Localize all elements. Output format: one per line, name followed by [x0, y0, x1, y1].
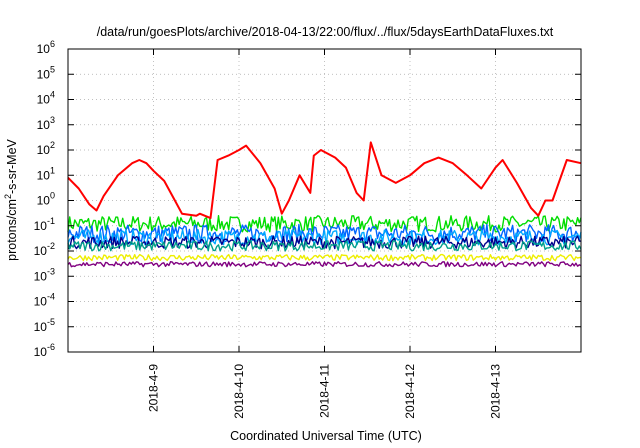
y-tick-base: 10 [37, 67, 51, 81]
series-line-7 [67, 253, 582, 262]
y-tick-label: 101 [37, 165, 55, 182]
y-tick-exp: -5 [47, 317, 55, 327]
x-tick-label: 2018-4-11 [318, 364, 332, 418]
y-tick-base: 10 [34, 219, 48, 233]
y-tick-exp: 5 [50, 64, 55, 74]
series-group [67, 141, 582, 268]
y-axis-label-sup: 2 [3, 194, 13, 199]
x-axis-label: Coordinated Universal Time (UTC) [230, 429, 422, 443]
y-tick-label: 10-3 [34, 266, 55, 283]
y-tick-label: 10-6 [34, 342, 55, 359]
y-tick-base: 10 [37, 194, 51, 208]
y-tick-exp: 3 [50, 115, 55, 125]
y-tick-base: 10 [37, 118, 51, 132]
y-axis-label-suffix: -s-sr-MeV [5, 138, 19, 194]
y-tick-exp: 4 [50, 90, 55, 100]
chart-title: /data/run/goesPlots/archive/2018-04-13/2… [97, 25, 554, 39]
y-tick-label: 10-2 [34, 241, 55, 258]
y-tick-base: 10 [34, 269, 48, 283]
y-tick-label: 100 [37, 191, 55, 208]
x-tick-label: 2018-4-10 [232, 364, 246, 419]
y-tick-label: 102 [37, 140, 55, 157]
x-tick-label: 2018-4-12 [403, 364, 417, 419]
x-tick-label: 2018-4-9 [147, 364, 161, 412]
y-tick-label: 105 [37, 64, 55, 81]
y-tick-exp: -2 [47, 241, 55, 251]
y-tick-exp: 2 [50, 140, 55, 150]
y-tick-exp: -6 [47, 342, 55, 352]
y-tick-label: 10-4 [34, 292, 55, 309]
y-tick-label: 103 [37, 115, 55, 132]
y-tick-base: 10 [37, 168, 51, 182]
series-line-3 [67, 223, 582, 243]
series-line-5 [67, 235, 582, 250]
y-tick-exp: 0 [50, 191, 55, 201]
y-tick-label: 106 [37, 39, 55, 56]
y-tick-label: 104 [37, 90, 55, 107]
series-line-1 [67, 141, 582, 220]
y-tick-base: 10 [34, 244, 48, 258]
y-tick-exp: 1 [50, 165, 55, 175]
y-tick-base: 10 [37, 93, 51, 107]
y-tick-exp: 6 [50, 39, 55, 49]
y-tick-base: 10 [34, 320, 48, 334]
y-tick-exp: -1 [47, 216, 55, 226]
x-axis-ticks: 2018-4-9 2018-4-10 2018-4-11 2018-4-12 2018-… [147, 49, 503, 419]
grid-lines [68, 48, 581, 353]
series-line-6 [67, 240, 582, 252]
series-line-8 [67, 261, 582, 268]
y-tick-base: 10 [37, 42, 51, 56]
y-tick-base: 10 [37, 143, 51, 157]
y-axis-ticks: 10610510410310210110010-110-210-310-410-… [34, 39, 581, 359]
y-axis-label-prefix: protons/cm [5, 199, 19, 261]
y-axis-label: protons/cm2-s-sr-MeV [3, 138, 19, 260]
y-tick-label: 10-1 [34, 216, 55, 233]
y-tick-base: 10 [34, 345, 48, 359]
x-tick-label: 2018-4-13 [489, 364, 503, 419]
y-tick-exp: -3 [47, 266, 55, 276]
y-tick-label: 10-5 [34, 317, 55, 334]
y-tick-base: 10 [34, 295, 48, 309]
y-tick-exp: -4 [47, 292, 55, 302]
